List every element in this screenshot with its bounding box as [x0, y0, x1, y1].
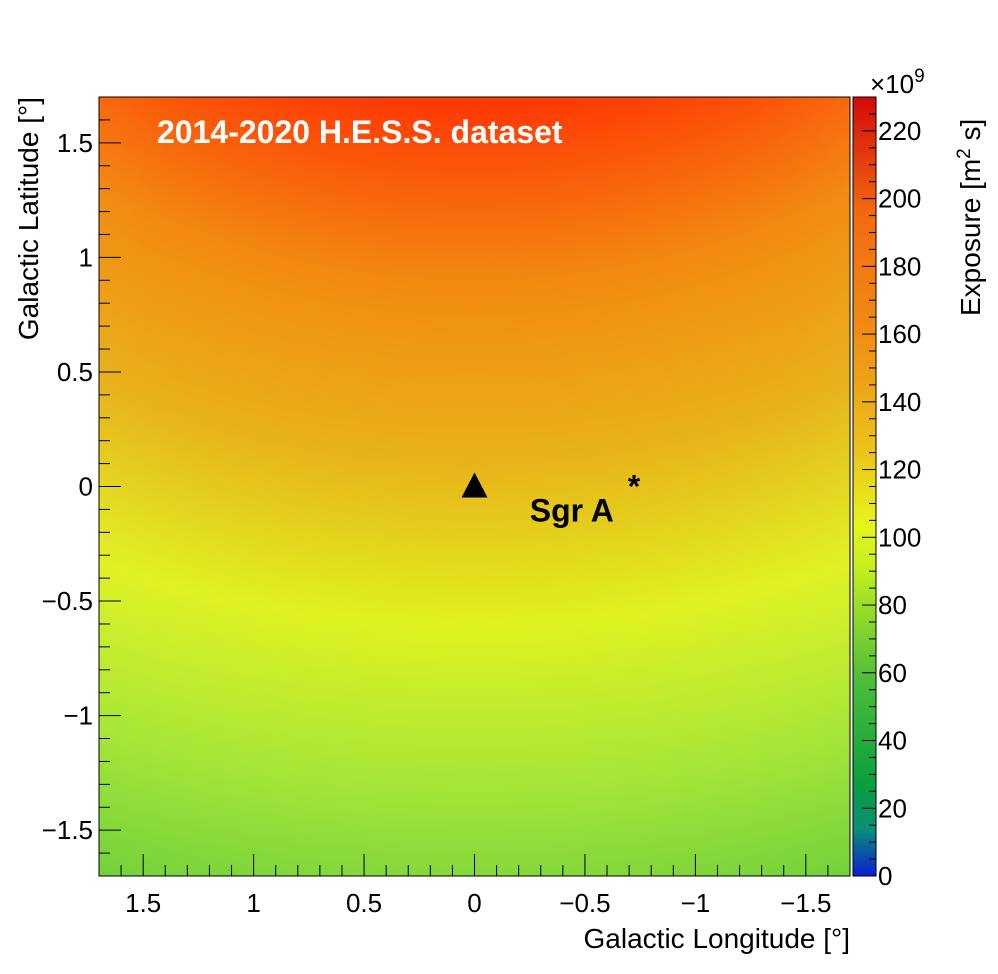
y-tick-label: 1.5: [57, 128, 93, 158]
colorbar-tick-label: 220: [878, 116, 921, 146]
chart-title: 2014-2020 H.E.S.S. dataset: [157, 114, 563, 150]
colorbar-gradient: [853, 97, 876, 876]
x-tick-label: 1.5: [125, 888, 161, 918]
sgr-a-triangle-marker: [461, 472, 488, 498]
y-tick-label: 0.5: [57, 357, 93, 387]
x-tick-label: 0.5: [346, 888, 382, 918]
y-tick-label: −0.5: [42, 586, 93, 616]
y-tick-label: −1: [63, 701, 93, 731]
colorbar-multiplier: ×109: [870, 66, 925, 99]
colorbar-ticks: [862, 96, 876, 877]
colorbar-tick-label: 140: [878, 387, 921, 417]
colorbar-title: Exposure [m2 s]: [954, 119, 986, 316]
y-axis-tick-labels: 1.5 1 0.5 0 −0.5 −1 −1.5: [42, 128, 93, 845]
x-axis-title: Galactic Longitude [°]: [584, 923, 850, 954]
x-tick-label: 0: [467, 888, 481, 918]
x-tick-label: −0.5: [559, 888, 610, 918]
colorbar: 0 20 40 60 80 100 120 140 160 180 200 220 ×109 Expo…: [852, 66, 986, 891]
x-tick-label: −1.5: [780, 888, 831, 918]
colorbar-tick-label: 200: [878, 184, 921, 214]
y-tick-label: −1.5: [42, 815, 93, 845]
colorbar-tick-label: 100: [878, 522, 921, 552]
colorbar-tick-label: 180: [878, 251, 921, 281]
y-axis-ticks: [99, 96, 121, 877]
markers: Sgr A *: [461, 469, 641, 529]
colorbar-tick-label: 80: [878, 590, 907, 620]
x-axis-tick-labels: 1.5 1 0.5 0 −0.5 −1 −1.5: [125, 888, 831, 918]
colorbar-tick-labels: 0 20 40 60 80 100 120 140 160 180 200 220: [878, 116, 921, 891]
colorbar-tick-label: 0: [878, 861, 892, 891]
y-axis-title: Galactic Latitude [°]: [13, 97, 44, 340]
sgr-a-label: Sgr A: [530, 493, 614, 529]
colorbar-tick-label: 160: [878, 319, 921, 349]
x-tick-label: −1: [681, 888, 711, 918]
x-tick-label: 1: [246, 888, 260, 918]
y-tick-label: 1: [79, 242, 93, 272]
x-axis-ticks: [98, 854, 851, 876]
y-tick-label: 0: [79, 472, 93, 502]
colorbar-tick-label: 20: [878, 793, 907, 823]
colorbar-tick-label: 60: [878, 658, 907, 688]
colorbar-tick-label: 120: [878, 455, 921, 485]
colorbar-tick-label: 40: [878, 726, 907, 756]
sgr-a-superscript: *: [628, 469, 641, 505]
